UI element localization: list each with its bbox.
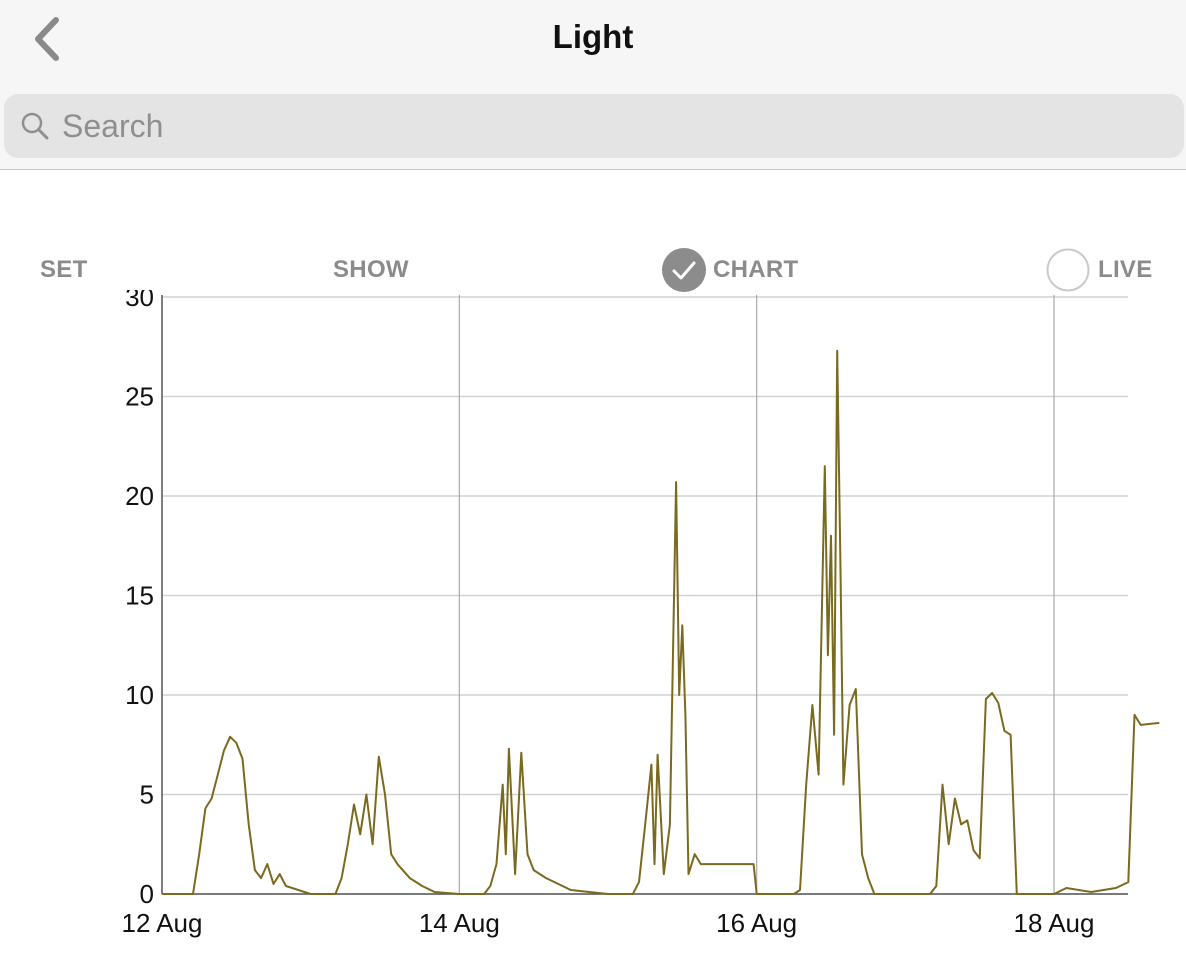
chevron-left-icon[interactable] [26,14,72,64]
y-tick-label: 20 [125,481,154,511]
y-tick-label: 15 [125,581,154,611]
search-icon [21,112,49,140]
show-button[interactable]: SHOW [333,256,409,283]
x-tick-label: 12 Aug [122,908,203,938]
light-line-chart: 0 5 10 15 20 25 30 12 Aug 14 Aug 16 Aug 18 Aug [122,290,1160,938]
set-button[interactable]: SET [40,256,88,283]
live-radio-unchecked-icon[interactable] [1046,248,1090,292]
x-tick-label: 14 Aug [419,908,500,938]
x-tick-label: 18 Aug [1014,908,1095,938]
top-bar: Light [0,0,1186,170]
search-bar[interactable] [4,94,1184,158]
y-tick-label: 0 [140,879,154,909]
y-tick-label: 5 [140,780,154,810]
search-input[interactable] [62,107,1142,145]
chart-checkbox-checked-icon[interactable] [662,248,706,292]
light-series-line [162,349,1160,895]
chart-toggle-label[interactable]: CHART [713,256,799,283]
page-title: Light [552,18,634,55]
y-tick-label: 30 [125,290,154,312]
x-tick-label: 16 Aug [716,908,797,938]
y-tick-label: 25 [125,382,154,412]
live-toggle-label[interactable]: LIVE [1098,256,1153,283]
y-tick-label: 10 [125,680,154,710]
